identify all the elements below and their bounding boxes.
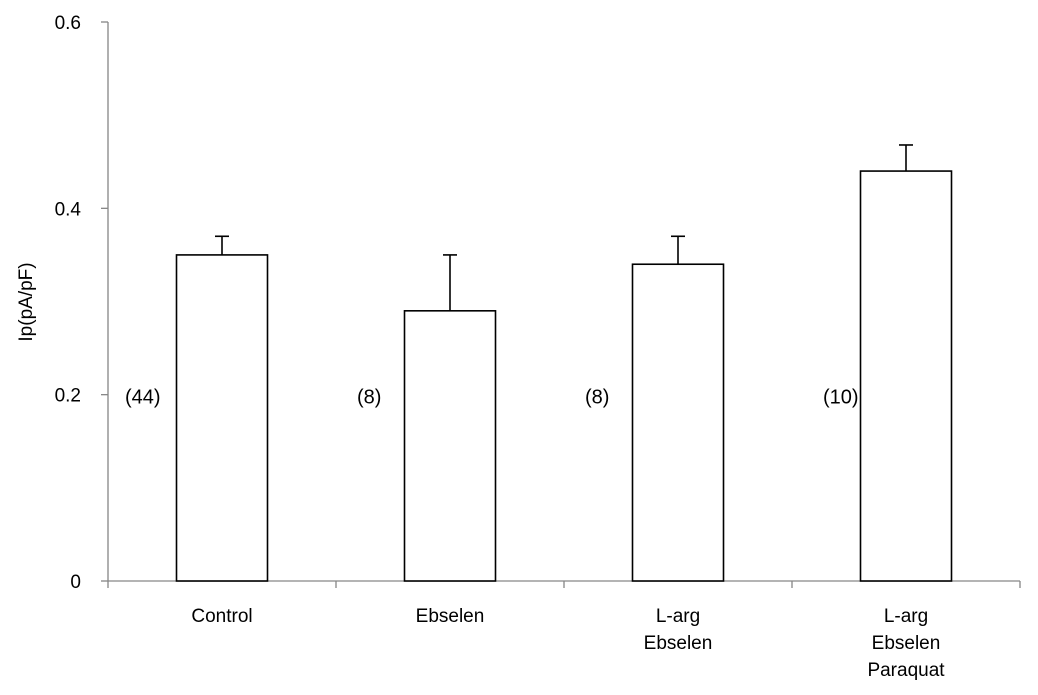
x-tick-label: Control bbox=[191, 606, 252, 627]
y-tick-label: 0 bbox=[70, 572, 81, 593]
x-tick-label: Ebselen bbox=[872, 633, 941, 654]
chart-bars bbox=[175, 144, 953, 582]
x-tick-label: Paraquat bbox=[867, 660, 945, 681]
bar bbox=[631, 263, 725, 582]
y-axis-label: Ip(pA/pF) bbox=[16, 262, 37, 341]
x-tick-label: L-arg bbox=[884, 606, 928, 627]
bar bbox=[859, 170, 953, 582]
data-annotation: (10) bbox=[823, 387, 859, 409]
y-tick-label: 0.4 bbox=[55, 199, 82, 220]
y-tick-label: 0.6 bbox=[55, 13, 81, 34]
chart-labels: Control (44) Ebselen (8) L-arg Ebselen (8) L-ar… bbox=[125, 387, 945, 681]
bar bbox=[175, 254, 269, 582]
data-annotation: (8) bbox=[585, 387, 609, 409]
x-tick-label: L-arg bbox=[656, 606, 700, 627]
data-annotation: (8) bbox=[357, 387, 381, 409]
y-tick-label: 0.2 bbox=[55, 386, 81, 407]
bar bbox=[403, 310, 497, 582]
x-tick-label: Ebselen bbox=[644, 633, 713, 654]
x-tick-label: Ebselen bbox=[416, 606, 485, 627]
data-annotation: (44) bbox=[125, 387, 161, 409]
